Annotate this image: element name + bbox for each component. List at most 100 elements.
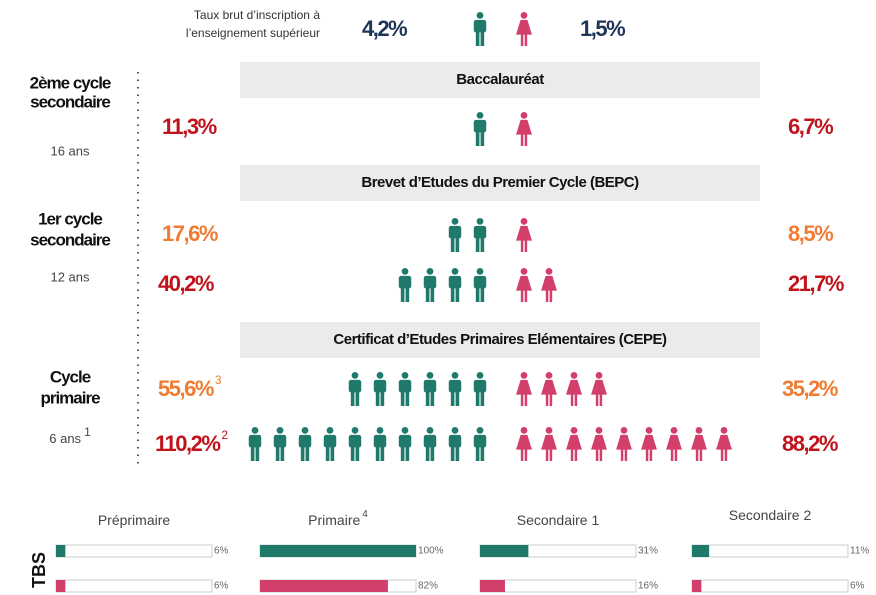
stage-label: 1er cycle [38, 209, 102, 228]
female-rate: 8,5% [788, 221, 833, 246]
bar [56, 580, 66, 592]
female-rate: 88,2% [782, 431, 838, 456]
bar-track [55, 579, 213, 593]
icon-rows [248, 112, 732, 461]
female-rate: 6,7% [788, 114, 833, 139]
exam-label: Certificat d’Etudes Primaires Elémentair… [333, 331, 667, 348]
bar-label: 6% [214, 546, 229, 557]
bar-label: 100% [418, 546, 444, 557]
bar [480, 580, 505, 592]
male-rate: 11,3% [162, 114, 217, 139]
header-line: Taux brut d’inscription à [194, 8, 320, 22]
bar-track [691, 579, 849, 593]
female-icon [541, 372, 557, 406]
male-rate: 40,2% [158, 271, 214, 296]
female-icon [516, 268, 532, 302]
group-name: Secondaire 2 [729, 507, 812, 523]
group-name: Préprimaire [98, 512, 171, 528]
male-rate: 4,2% [362, 16, 407, 41]
exam-label: Baccalauréat [456, 71, 544, 88]
exam-label: Brevet d’Etudes du Premier Cycle (BEPC) [361, 174, 639, 191]
group-header: Préprimaire [98, 512, 171, 528]
male-icon [473, 427, 487, 461]
group-name: Secondaire 1 [517, 512, 600, 528]
male-icon [473, 12, 487, 46]
bar [480, 545, 529, 557]
female-icon [566, 372, 582, 406]
stage-label: Cycle [50, 367, 91, 386]
male-icon [448, 427, 462, 461]
female-icon [516, 372, 532, 406]
stage-age: 16 ans [50, 143, 90, 158]
male-icon [323, 427, 337, 461]
bar [260, 580, 388, 592]
female-icon [641, 427, 657, 461]
female-icon [541, 268, 557, 302]
exam-band [240, 165, 760, 201]
bar-track [55, 544, 213, 558]
bar-track [691, 544, 849, 558]
tbs-label: TBS [29, 552, 49, 588]
footnote: 1 [84, 425, 91, 439]
bar-label: 6% [214, 581, 229, 592]
female-icon [516, 12, 532, 46]
female-icon [541, 427, 557, 461]
group-header: Primaire 4 [308, 509, 368, 528]
rate-text: 55,6% [158, 376, 214, 401]
bar [692, 580, 702, 592]
tbs-bars: Préprimaire 6% 6% Primaire 4 100% 82% Secondair… [55, 507, 869, 593]
stage-age: 6 ans 1 [49, 425, 91, 446]
male-icon [473, 268, 487, 302]
female-icon [591, 427, 607, 461]
stage-label: secondaire [30, 230, 110, 249]
stage-label: secondaire [30, 92, 110, 111]
male-rate: 110,2% 2 [155, 428, 228, 456]
male-icon [273, 427, 287, 461]
male-icon [398, 268, 412, 302]
bar-label: 11% [850, 546, 869, 557]
female-icon [591, 372, 607, 406]
group-header: Secondaire 2 [729, 507, 812, 523]
group-header: Secondaire 1 [517, 512, 600, 528]
female-icon [716, 427, 732, 461]
male-icon [248, 427, 262, 461]
male-icon [473, 372, 487, 406]
header-line: l’enseignement supérieur [186, 26, 320, 40]
exam-band [240, 62, 760, 98]
bar [56, 545, 66, 557]
rate-text: 110,2% [155, 431, 220, 456]
age-text: 6 ans [49, 431, 81, 446]
group-name: Primaire [308, 512, 360, 528]
bar-label: 82% [418, 581, 438, 592]
stage-label: primaire [40, 388, 100, 407]
female-rate: 35,2% [782, 376, 838, 401]
female-icon [516, 218, 532, 252]
male-icon [448, 268, 462, 302]
stage-label: 2ème cycle [30, 73, 111, 92]
exam-band [240, 322, 760, 358]
male-icon [423, 372, 437, 406]
male-icon [473, 112, 487, 146]
footnote: 3 [215, 373, 222, 387]
male-icon [373, 372, 387, 406]
male-icon [423, 268, 437, 302]
male-icon [398, 427, 412, 461]
male-icon [473, 218, 487, 252]
female-icon [516, 427, 532, 461]
footnote: 4 [362, 509, 368, 520]
female-icon [666, 427, 682, 461]
female-icon [566, 427, 582, 461]
bar-label: 6% [850, 581, 865, 592]
male-icon [298, 427, 312, 461]
male-icon [348, 372, 362, 406]
male-icon [448, 372, 462, 406]
male-icon [373, 427, 387, 461]
male-icon [348, 427, 362, 461]
female-rate: 1,5% [580, 16, 625, 41]
bar [260, 545, 416, 557]
footnote: 2 [221, 428, 228, 442]
bar-label: 16% [638, 581, 658, 592]
male-rate: 55,6% 3 [158, 373, 222, 401]
male-icon [398, 372, 412, 406]
